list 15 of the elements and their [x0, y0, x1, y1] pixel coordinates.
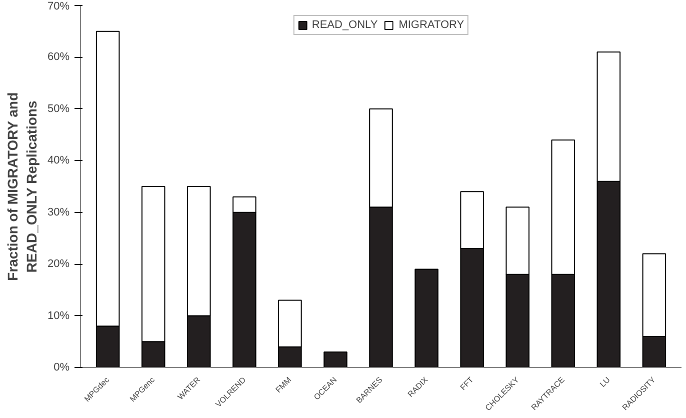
y-tick-label: 50% [47, 102, 70, 115]
bar [414, 268, 438, 368]
y-tick-label: 30% [47, 206, 70, 218]
y-tick-label: 40% [47, 154, 70, 167]
legend-label: MIGRATORY [398, 19, 464, 31]
x-tick-label: FFT [458, 375, 476, 392]
bar [324, 351, 348, 368]
y-tick-label: 10% [47, 310, 70, 322]
y-tick-label: 0% [54, 362, 70, 374]
y-tick-label: 70% [47, 0, 70, 12]
legend-label: READ_ONLY [312, 19, 378, 31]
x-tick-label: LU [598, 375, 612, 389]
y-tick-label: 20% [47, 258, 70, 270]
y-tick-label: 60% [47, 51, 70, 64]
y-axis-title: Fraction of MIGRATORY and READ_ONLY Replications [4, 92, 40, 281]
